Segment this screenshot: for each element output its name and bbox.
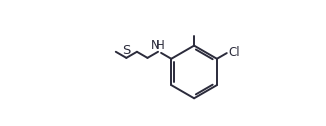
Text: S: S [122, 44, 130, 57]
Text: N: N [151, 39, 160, 52]
Text: H: H [156, 39, 164, 52]
Text: Cl: Cl [229, 46, 241, 59]
